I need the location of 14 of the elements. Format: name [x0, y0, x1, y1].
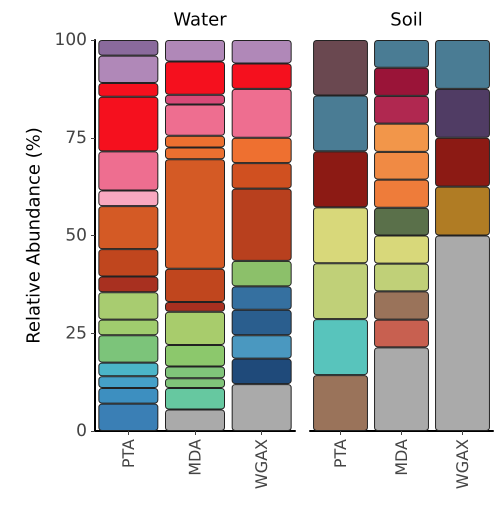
x-tick-label: WGAX — [252, 438, 272, 490]
x-tick-label: PTA — [118, 438, 138, 468]
y-tick-label: 0 — [76, 421, 87, 441]
y-tick-label: 25 — [65, 323, 87, 344]
x-tick-label: PTA — [331, 438, 350, 468]
y-axis-title: Relative Abundance (%) — [24, 127, 44, 344]
x-tick-label: MDA — [392, 438, 411, 476]
x-tick-label: MDA — [186, 438, 204, 476]
chart-title: Water — [173, 10, 228, 30]
x-tick-label: WGAX — [453, 438, 472, 490]
y-tick-label: 100 — [54, 30, 87, 50]
y-tick-label: 50 — [65, 226, 87, 246]
y-tick-label: 75 — [65, 128, 87, 148]
chart-title: Soil — [390, 10, 423, 30]
